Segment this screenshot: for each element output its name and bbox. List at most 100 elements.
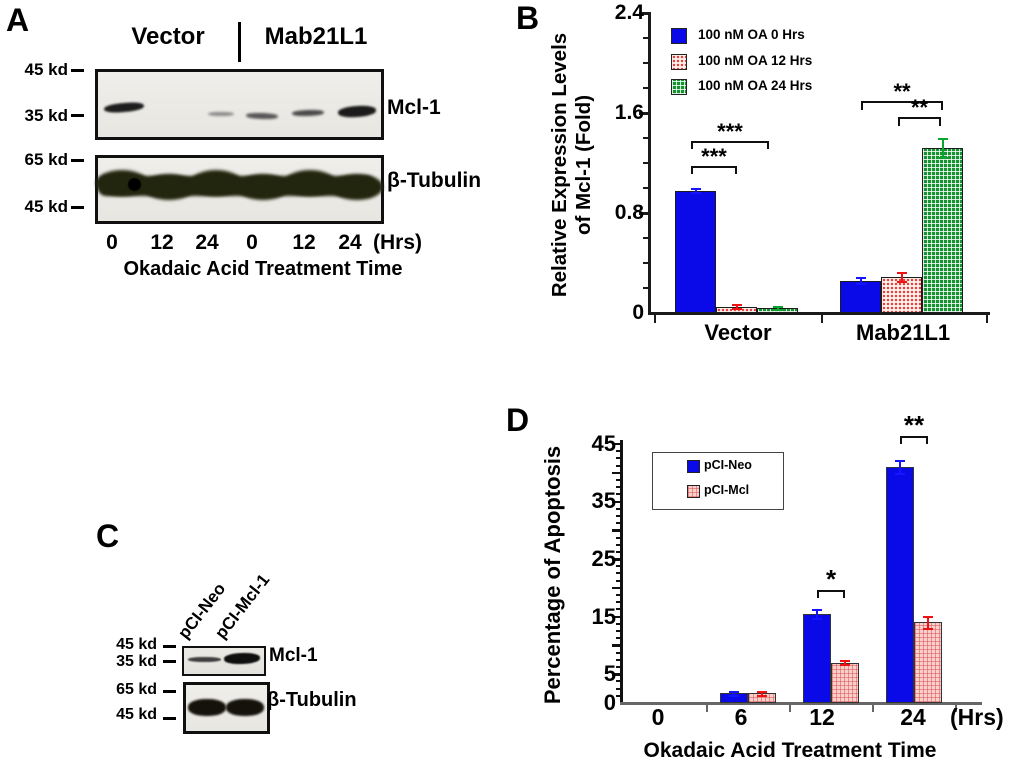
protein-band — [223, 652, 261, 665]
error-bar-cap — [923, 628, 933, 631]
y-minor-tick — [616, 514, 620, 517]
significance-label: ** — [903, 410, 925, 440]
bar-pci-neo-24 — [886, 467, 914, 703]
error-bar-cap — [896, 280, 907, 283]
bar-100-nm-oa-12-hrs-Mab21L1 — [881, 276, 922, 313]
marker-label: 45 kd — [24, 59, 68, 79]
error-bar-cap — [812, 608, 822, 611]
x-category-label: 0 — [651, 704, 665, 730]
marker-tick — [71, 159, 84, 162]
y-tick-label: 2.4 — [614, 1, 644, 25]
lane-label: 12 — [292, 231, 316, 254]
y-major-tick — [612, 558, 620, 561]
panel-a-group-mab21l1: Mab21L1 — [264, 23, 368, 50]
panel-a-hours-unit: (Hrs) — [373, 231, 423, 254]
lane-label: 24 — [338, 231, 362, 254]
protein-band — [331, 174, 383, 200]
y-minor-tick — [643, 87, 648, 89]
y-major-tick — [639, 212, 648, 215]
panel-c-tubulin-blot-label: β-Tubulin — [267, 689, 357, 711]
x-category-label: Mab21L1 — [856, 320, 951, 345]
error-bar-cap — [840, 664, 850, 667]
panel-a-tubulin-blot-label: β-Tubulin — [387, 169, 482, 192]
significance-label: ** — [910, 95, 929, 120]
error-bar-stem — [899, 461, 901, 473]
panel-a-x-title: Okadaic Acid Treatment Time — [123, 258, 403, 280]
x-category-label: 24 — [900, 704, 926, 730]
bar-pci-mcl-24 — [914, 622, 942, 703]
y-major-tick — [612, 615, 620, 619]
error-bar-cap — [812, 617, 822, 620]
x-category-label: 6 — [734, 704, 748, 730]
marker-tick — [71, 114, 84, 117]
y-minor-tick — [616, 507, 620, 510]
bar-pci-mcl-12 — [831, 662, 859, 703]
legend-label: 100 nM OA 12 Hrs — [698, 52, 813, 68]
significance-label: ** — [893, 79, 911, 104]
marker-label: 45 kd — [24, 196, 68, 216]
y-minor-tick — [643, 187, 648, 189]
error-bar-cap — [895, 472, 905, 475]
legend-label: pCI-Neo — [704, 458, 752, 473]
protein-band — [190, 170, 242, 196]
protein-band — [208, 112, 234, 116]
x-tick — [820, 314, 824, 323]
y-minor-tick — [616, 658, 620, 661]
panel-a-group-divider — [238, 22, 241, 62]
x-category-label: 12 — [809, 704, 835, 730]
legend-label: 100 nM OA 0 Hrs — [698, 27, 805, 43]
x-axis-line — [620, 701, 982, 705]
error-bar-stem — [927, 616, 929, 629]
bar-100-nm-oa-24-hrs-Mab21L1 — [922, 148, 963, 313]
significance-label: *** — [717, 119, 743, 144]
significance-bracket — [898, 117, 941, 126]
error-bar-cap — [757, 690, 767, 693]
lane-label: 0 — [246, 231, 258, 254]
x-category-label: Vector — [704, 320, 772, 345]
y-minor-tick — [616, 464, 620, 467]
y-tick-label: 0.8 — [614, 201, 644, 225]
panel-b-y-axis-title: Relative Expression Levels of Mcl-1 (Fol… — [547, 32, 595, 298]
y-major-tick — [639, 12, 648, 15]
y-minor-tick — [643, 62, 648, 64]
legend-swatch-blue-solid — [671, 28, 687, 44]
significance-bracket — [691, 141, 769, 149]
y-minor-tick — [616, 543, 620, 546]
y-minor-tick — [643, 37, 648, 39]
y-minor-tick — [616, 594, 620, 597]
error-bar-cap — [729, 690, 739, 693]
y-minor-tick — [616, 601, 620, 604]
legend-swatch-blue-solid — [687, 460, 700, 473]
error-bar-cap — [855, 277, 866, 279]
error-bar-cap — [729, 694, 739, 697]
error-bar-stem — [816, 609, 818, 618]
protein-band — [188, 657, 221, 662]
y-minor-tick — [616, 536, 620, 539]
significance-bracket — [691, 166, 737, 174]
y-tick-label: 45 — [591, 430, 616, 456]
error-bar-cap — [937, 156, 948, 159]
marker-label: 65 kd — [116, 681, 157, 699]
y-minor-tick — [616, 572, 620, 575]
x-tick — [985, 314, 989, 323]
lane-label: 12 — [150, 231, 174, 254]
error-bar-cap — [757, 694, 767, 697]
y-minor-tick — [616, 550, 620, 553]
panel-c-mcl1-blot-label: Mcl-1 — [269, 645, 318, 666]
x-tick — [788, 704, 792, 712]
y-major-tick — [639, 112, 648, 115]
y-tick-label: 0 — [603, 689, 616, 715]
protein-band-blob — [128, 178, 141, 191]
significance-bracket — [861, 101, 943, 110]
panel-a-mcl1-blot-label: Mcl-1 — [387, 96, 441, 119]
protein-band — [291, 109, 325, 117]
protein-band — [103, 101, 145, 114]
panel-c-lane-pci-mcl1: pCI-Mcl-1 — [211, 570, 274, 643]
protein-band — [226, 699, 264, 716]
x-tick — [871, 704, 875, 712]
protein-band — [188, 699, 226, 716]
error-bar-stem — [694, 189, 697, 192]
error-bar-cap — [772, 306, 783, 308]
y-minor-tick — [616, 522, 620, 525]
y-axis-line — [620, 440, 623, 705]
